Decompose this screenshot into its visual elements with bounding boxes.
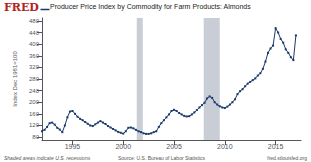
svg-text:Index Dec 1981=100: Index Dec 1981=100 [12, 51, 18, 107]
svg-text:320: 320 [29, 64, 40, 70]
svg-text:80: 80 [32, 134, 39, 140]
svg-text:FRED: FRED [4, 1, 39, 14]
svg-text:fred.stlouisfed.org: fred.stlouisfed.org [267, 155, 307, 161]
svg-text:2005: 2005 [166, 143, 182, 150]
svg-text:200: 200 [29, 99, 40, 105]
svg-text:240: 240 [29, 88, 40, 94]
svg-text:480: 480 [29, 18, 40, 24]
svg-text:2000: 2000 [115, 143, 131, 150]
svg-text:2010: 2010 [217, 143, 233, 150]
svg-text:160: 160 [29, 111, 40, 117]
svg-text:Source: U.S. Bureau of Labor S: Source: U.S. Bureau of Labor Statistics [118, 155, 205, 161]
svg-text:2015: 2015 [268, 143, 284, 150]
svg-text:Producer Price Index by Commod: Producer Price Index by Commodity for Fa… [50, 3, 251, 11]
svg-text:120: 120 [29, 122, 40, 128]
svg-text:440: 440 [29, 30, 40, 36]
svg-text:360: 360 [29, 53, 40, 59]
svg-text:280: 280 [29, 76, 40, 82]
svg-text:1995: 1995 [65, 143, 81, 150]
svg-text:Shaded areas indicate U.S. rec: Shaded areas indicate U.S. recessions [4, 155, 91, 161]
svg-text:400: 400 [29, 41, 40, 47]
